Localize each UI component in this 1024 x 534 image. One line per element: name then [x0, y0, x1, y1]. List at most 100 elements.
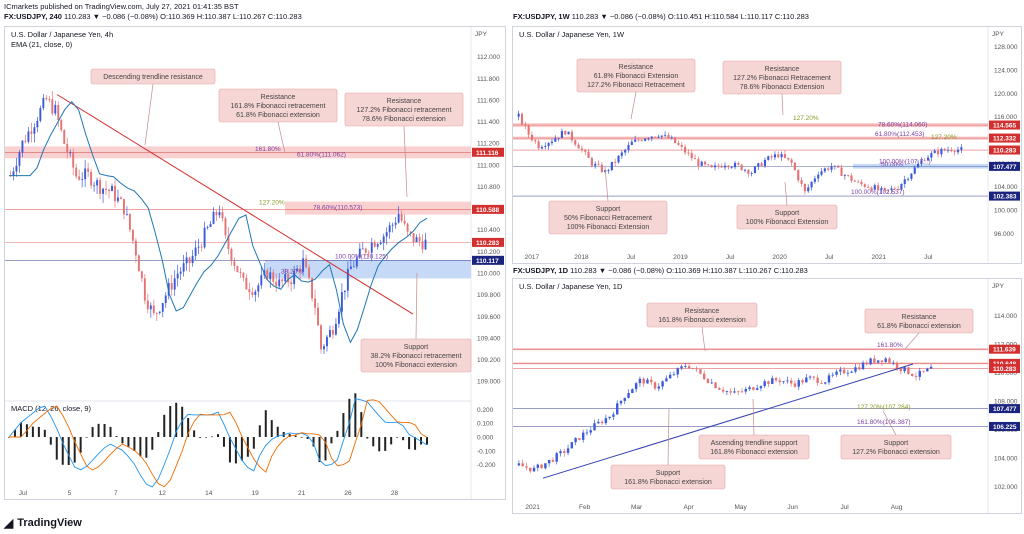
candle-body	[570, 442, 574, 449]
candle-body	[209, 223, 212, 228]
macd-histogram-bar	[312, 437, 315, 447]
candle-body	[272, 272, 275, 282]
candle-body	[242, 272, 245, 278]
candle-body	[812, 376, 816, 378]
candle-body	[527, 125, 530, 135]
y-tick-label: 109.600	[477, 314, 501, 321]
macd-histogram-bar	[85, 437, 88, 438]
annotation-line: Support	[404, 344, 429, 351]
candle-body	[839, 369, 842, 372]
candle-body	[75, 167, 78, 177]
macd-histogram-bar	[294, 435, 297, 437]
candle-body	[960, 147, 963, 150]
level-tag-label: 110.588	[476, 207, 500, 214]
y-tick-label: 120.000	[994, 91, 1018, 98]
macd-histogram-bar	[13, 429, 16, 437]
candle-body	[567, 131, 570, 135]
candle-body	[105, 188, 107, 190]
candle-body	[757, 163, 760, 167]
x-tick-label: 2018	[574, 254, 589, 261]
fib-label: 127.20%	[931, 134, 957, 141]
candle-body	[865, 362, 869, 365]
x-tick-label: Jul	[627, 254, 636, 261]
candle-body	[783, 154, 786, 158]
macd-histogram-bar	[270, 420, 273, 437]
candle-body	[200, 246, 203, 248]
candle-body	[299, 268, 302, 272]
y-tick-label: 111.800	[477, 76, 500, 83]
macd-histogram-bar	[354, 393, 357, 437]
annotation-line: 61.8% Fibonacci extension	[236, 112, 320, 119]
candle-body	[883, 187, 886, 190]
macd-histogram-bar	[402, 437, 405, 441]
annotation-line: 161.8% Fibonacci extension	[710, 449, 798, 456]
macd-histogram-bar	[384, 437, 387, 451]
candle-body	[355, 257, 358, 267]
candle-body	[824, 382, 827, 384]
candle-body	[352, 266, 355, 268]
candle-body	[680, 144, 683, 147]
candle-body	[146, 300, 149, 310]
candle-body	[623, 397, 626, 401]
candle-body	[690, 152, 693, 159]
candle-body	[861, 362, 865, 370]
annotation-pointer	[144, 83, 154, 146]
candle-body	[797, 380, 800, 387]
candle-body	[564, 131, 567, 135]
chart-1d[interactable]: U.S. Dollar / Japanese Yen, 1D JPY 102.000…	[512, 278, 1022, 514]
candle-body	[664, 134, 667, 136]
candle-body	[547, 459, 551, 464]
candle-body	[674, 137, 677, 144]
macd-tick-label: 0.200	[477, 407, 494, 414]
trendline	[56, 94, 414, 315]
annotation-pointer	[630, 91, 637, 120]
x-tick-label: 26	[344, 490, 352, 497]
x-tick-label: 14	[205, 490, 213, 497]
candle-body	[114, 185, 116, 202]
candle-body	[570, 131, 573, 141]
fib-label: 100.00%(107.7...)	[879, 158, 931, 165]
level-tag	[989, 358, 1020, 368]
candle-body	[640, 140, 643, 141]
candle-body	[544, 463, 547, 469]
candle-body	[721, 389, 725, 392]
candle-body	[790, 159, 793, 163]
chart-1w[interactable]: U.S. Dollar / Japanese Yen, 1W JPY 96.000 1…	[512, 26, 1022, 264]
fib-label: 127.20%(107.284)	[857, 404, 911, 411]
fib-label: 100.00%(102.537)	[851, 189, 905, 196]
candle-body	[691, 368, 695, 369]
candle-body	[51, 99, 54, 114]
candle-body	[907, 178, 910, 180]
candle-body	[257, 285, 260, 292]
candle-body	[837, 165, 840, 168]
candle-body	[926, 368, 929, 372]
candle-body	[933, 150, 936, 154]
fib-label: 50.00%	[881, 162, 903, 169]
level-tag	[472, 147, 504, 157]
candle-body	[39, 108, 42, 121]
candle-body	[99, 180, 102, 194]
macd-histogram-bar	[234, 437, 237, 464]
candle-body	[789, 380, 793, 384]
annotation-line: 100% Fibonacci Extension	[567, 224, 650, 231]
candle-body	[725, 391, 729, 393]
tradingview-brand[interactable]: ◢ TradingView	[4, 516, 82, 530]
candle-body	[843, 175, 846, 176]
candle-body	[842, 369, 846, 374]
annotation-pointer	[604, 166, 609, 202]
candle-body	[302, 258, 305, 272]
candle-body	[782, 381, 785, 383]
candle-body	[248, 289, 251, 293]
candle-body	[287, 274, 290, 283]
annotation-pointer	[667, 408, 670, 466]
annotation-line: 161.8% Fibonacci extension	[624, 479, 712, 486]
candle-body	[72, 152, 75, 168]
annotation-pointer	[784, 181, 788, 206]
candle-body	[69, 152, 72, 154]
y-tick-label: 110.800	[477, 184, 500, 191]
chart-4h[interactable]: U.S. Dollar / Japanese Yen, 4h EMA (21, c…	[4, 26, 506, 500]
candle-body	[239, 271, 242, 273]
macd-histogram-bar	[151, 437, 154, 450]
macd-histogram-bar	[55, 437, 58, 460]
candle-body	[308, 267, 311, 278]
